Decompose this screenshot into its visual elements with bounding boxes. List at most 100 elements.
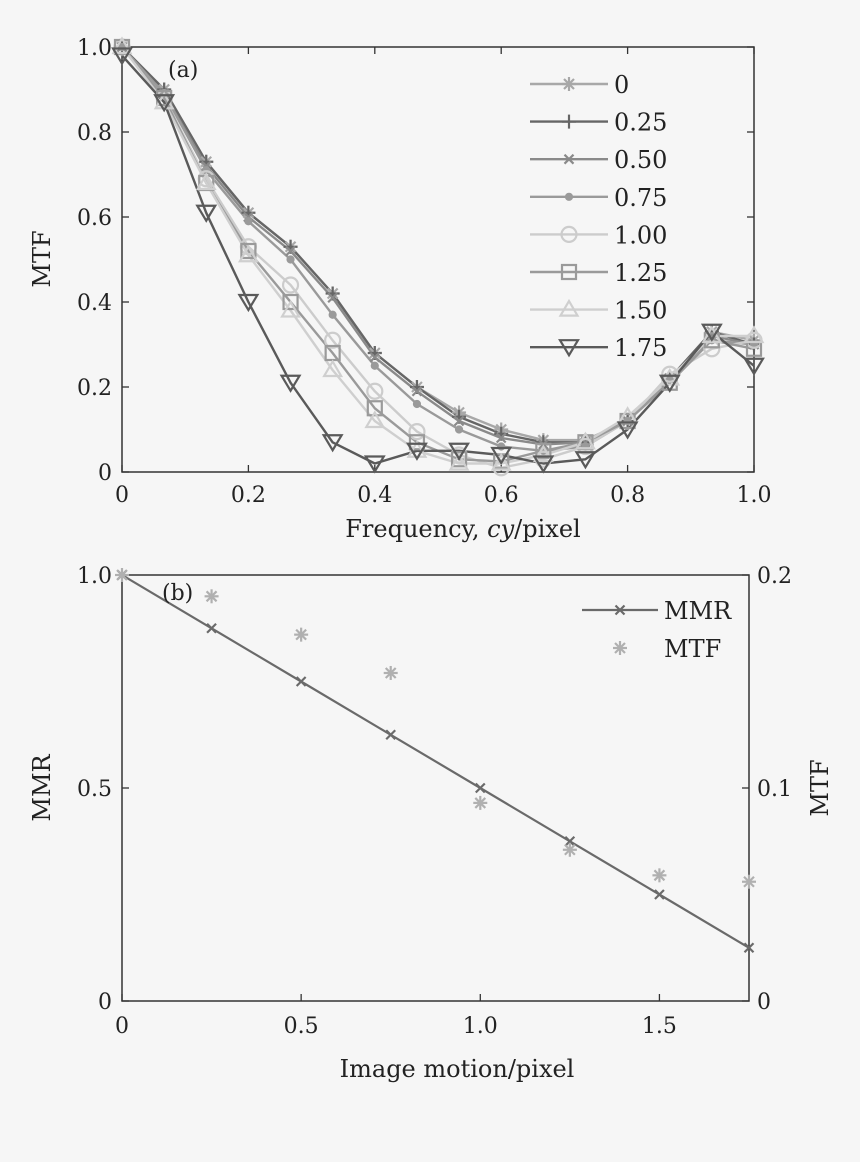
legend-a-marker-2	[563, 153, 575, 165]
series-a-6-point-6-t	[364, 410, 386, 429]
y-axis-label-b: MMR	[28, 753, 56, 821]
legend-a-label-3: 0.75	[614, 184, 667, 212]
series-a-6-point-10-t	[532, 444, 554, 463]
legend-a-marker-6-t	[558, 298, 580, 317]
legend-a-label-2: 0.50	[614, 146, 667, 174]
series-a-7-point-10	[532, 455, 555, 474]
x-tick-label-b-2: 1.0	[463, 1014, 498, 1039]
series-a-7-point-9	[490, 446, 513, 466]
legend-a-marker-5-r	[560, 263, 578, 281]
series-a-7-point-8-t	[448, 442, 470, 461]
series-lines-b	[121, 574, 750, 949]
series-a-7-point-10-t	[532, 455, 555, 474]
legend-a-label-7: 1.75	[614, 334, 667, 362]
panel-a: 0 0.2 0.4 0.6 0.8 1.000.20.40.60.81.0 00.250.…	[28, 36, 772, 543]
series-a-7-point-11	[574, 451, 597, 470]
x-tick-label-a-1: 0.2	[231, 483, 266, 508]
legend-b-label-0: MMR	[664, 597, 732, 625]
y-tick-label-a-3: 0.6	[77, 206, 112, 231]
series-lines-a	[121, 46, 755, 469]
series-a-4-point-5	[324, 331, 342, 349]
y-tick-label-b-2: 1.0	[77, 564, 112, 589]
series-b-0-point-6	[654, 889, 665, 900]
series-a-5-point-3-r	[240, 242, 257, 260]
series-a-6-point-3-t	[237, 244, 259, 263]
series-b-1-point-6-d2	[653, 869, 666, 882]
series-b-1-point-7	[742, 874, 756, 889]
legend-b-marker-0	[614, 604, 626, 616]
series-a-7-point-7-t	[406, 442, 428, 461]
series-a-7-point-4	[279, 374, 302, 393]
series-a-7-point-6-t	[363, 455, 386, 474]
series-a-7-point-3-t	[237, 293, 260, 313]
series-a-4-point-6	[366, 382, 384, 400]
series-b-0-point-3	[385, 729, 396, 741]
x-axis-label-a-prefix: Frequency,	[345, 515, 487, 543]
x-tick-label-a-4: 0.8	[610, 483, 645, 508]
series-b-0-point-1	[206, 622, 217, 634]
x-tick-label-a-2: 0.4	[357, 483, 392, 508]
legend-a-marker-4	[560, 225, 578, 243]
series-b-0-point-2	[295, 676, 307, 687]
series-a-6-point-3	[237, 244, 259, 263]
panel-label-b: (b)	[162, 581, 193, 606]
series-a-4-point-4-c	[281, 276, 300, 294]
legend-a-marker-4-c	[560, 225, 578, 243]
series-a-6-point-5	[322, 359, 344, 378]
series-a-7-point-12-t	[616, 421, 639, 440]
series-a-7-point-7	[406, 442, 428, 461]
series-a-7-point-11-t	[574, 451, 597, 470]
legend-a-marker-7-t	[558, 339, 580, 358]
series-a-5-point-7-r	[408, 434, 426, 451]
series-a-6-point-8	[448, 452, 470, 471]
legend-a-marker-0	[562, 77, 576, 91]
x-axis-label-a: Frequency, cy/pixel	[345, 515, 580, 543]
series-a-4-point-5-c	[324, 331, 342, 349]
series-a-6-point-5-t	[322, 359, 344, 378]
series-a-6-point-2-t	[195, 172, 217, 191]
x-tick-label-a-5: 1.0	[737, 483, 772, 508]
series-b-1-point-0	[115, 568, 129, 582]
legend-a-marker-6	[558, 298, 580, 317]
series-a-5-point-7	[408, 434, 426, 451]
series-a-7-point-4-t	[279, 374, 302, 393]
y-tick-label-b-1: 0.5	[77, 777, 112, 802]
legend-a: 0 0.25 0.50 0.75 1.00 1.25 1.50 1.75	[530, 71, 667, 362]
series-a-7-point-13	[658, 374, 681, 393]
series-b-1-point-1	[204, 589, 219, 604]
legend-b: MMR MTF	[582, 597, 732, 663]
y-tick-label-a-0: 0	[98, 461, 112, 486]
series-a-6-point-13-t	[659, 367, 681, 386]
series-a-2-point-5	[327, 292, 338, 304]
legend-a-marker-7	[558, 339, 580, 358]
legend-b-marker-0-d2	[614, 604, 626, 616]
series-a-3-point-7	[412, 399, 422, 409]
series-a-4-point-4	[281, 276, 300, 294]
series-a-6-point-11	[575, 431, 596, 450]
y-tick-label-a-4: 0.8	[77, 121, 112, 146]
series-a-4-point-6-c	[366, 382, 384, 400]
series-b-1-point-6	[652, 868, 667, 883]
series-a-7-point-5	[321, 434, 344, 453]
series-a-7-point-0	[111, 47, 133, 66]
y-tick-label-b-right-0: 0	[757, 990, 771, 1015]
series-b-1-point-0-d2	[116, 569, 128, 581]
legend-b-marker-1-d2	[614, 642, 626, 654]
series-b-1-point-4-d2	[474, 797, 487, 809]
axis-ticks-b: 0 0.5 1.0 1.5 0 0.5 1.0 0 0.1 0.2	[77, 564, 792, 1039]
legend-a-label-5: 1.25	[614, 259, 667, 287]
y-tick-label-a-1: 0.2	[77, 376, 112, 401]
series-b-0-point-3-d2	[385, 729, 396, 741]
series-a-6-point-10	[532, 444, 554, 463]
series-line-a-6	[121, 46, 754, 465]
series-a-3-point-4-c	[286, 255, 295, 264]
series-a-6-point-0	[111, 36, 133, 55]
series-a-4-point-13	[661, 365, 679, 383]
series-a-6-point-9-t	[490, 452, 512, 471]
series-b-0-point-5	[564, 835, 576, 847]
series-a-7-point-15-t	[743, 357, 765, 376]
series-a-4-point-7-c	[408, 423, 426, 441]
series-a-7-point-12	[616, 421, 639, 440]
series-a-7-point-0-t	[111, 47, 133, 66]
x-axis-label-a-italic: cy	[487, 515, 514, 543]
